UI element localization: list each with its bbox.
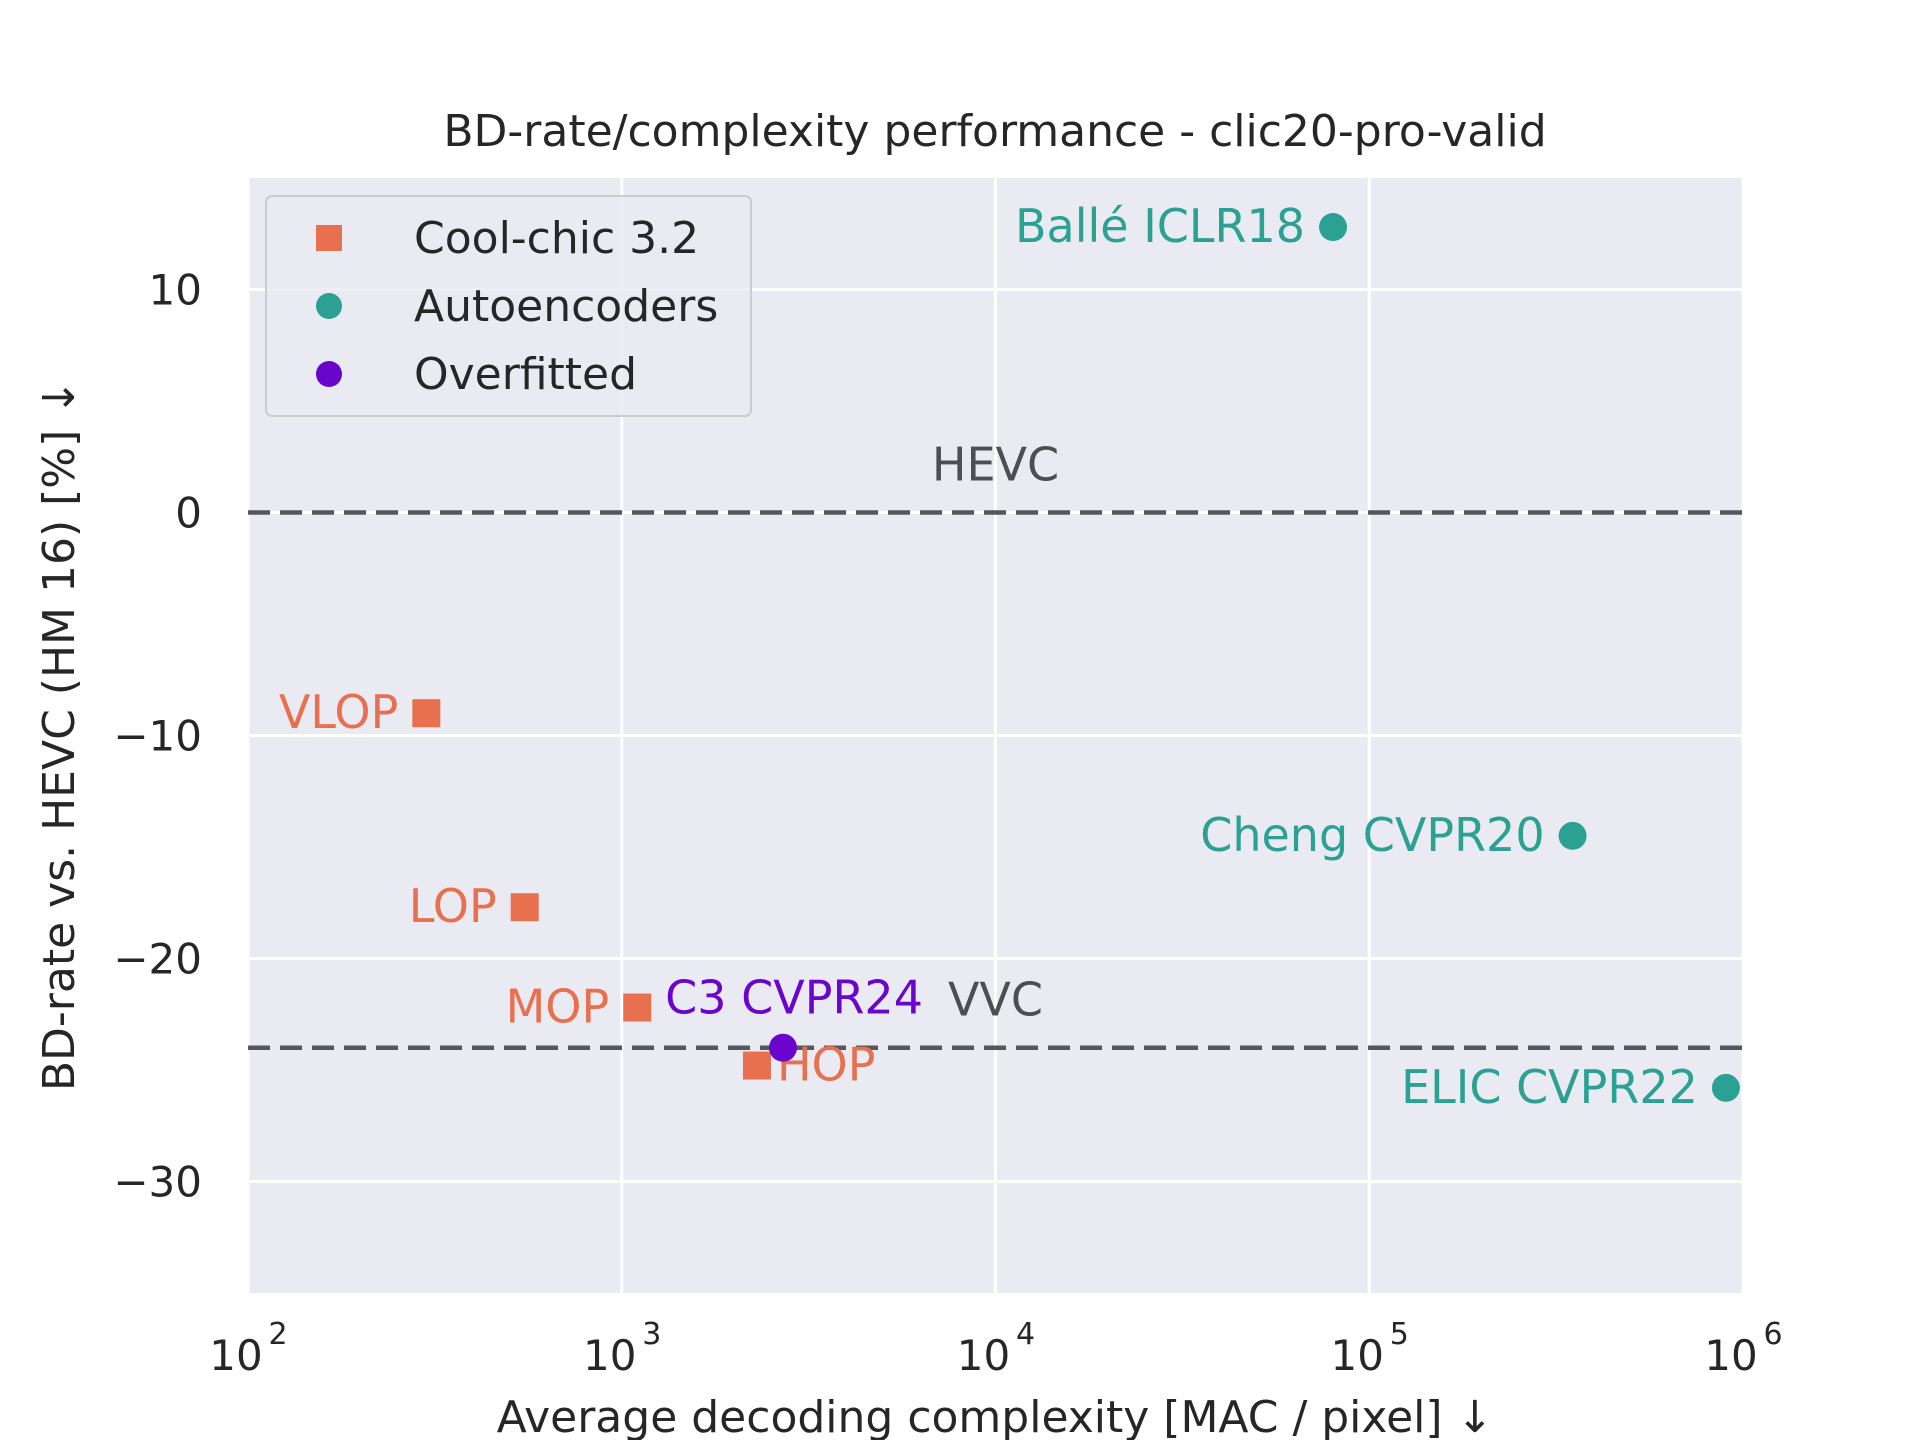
y-tick-label: −10 bbox=[113, 712, 202, 761]
y-tick-label: 0 bbox=[175, 489, 202, 538]
y-axis-ticks: 10 0 −10 −20 −30 bbox=[113, 266, 202, 1207]
ref-label-hevc: HEVC bbox=[932, 438, 1059, 492]
x-tick-exponent: 3 bbox=[642, 1317, 661, 1352]
legend-marker-cool-chic-3-2 bbox=[316, 225, 342, 251]
point-label-ball-iclr18: Ballé ICLR18 bbox=[1015, 199, 1305, 253]
x-tick-exponent: 2 bbox=[268, 1317, 287, 1352]
x-tick-exponent: 4 bbox=[1016, 1317, 1035, 1352]
x-tick-base: 10 bbox=[957, 1331, 1010, 1380]
point-elic-cvpr22 bbox=[1711, 1073, 1740, 1102]
legend-box bbox=[265, 195, 752, 417]
point-label-elic-cvpr22: ELIC CVPR22 bbox=[1401, 1060, 1698, 1114]
point-mop bbox=[623, 993, 652, 1022]
x-tick-base: 10 bbox=[1331, 1331, 1384, 1380]
x-tick-label: 10 6 bbox=[1704, 1317, 1782, 1380]
point-cheng-cvpr20 bbox=[1558, 821, 1587, 850]
x-tick-label: 10 3 bbox=[583, 1317, 661, 1380]
point-label-cheng-cvpr20: Cheng CVPR20 bbox=[1200, 808, 1544, 862]
point-ball-iclr18 bbox=[1319, 213, 1348, 242]
point-label-vlop: VLOP bbox=[279, 685, 398, 739]
point-label-c3-cvpr24: C3 CVPR24 bbox=[665, 971, 923, 1025]
x-tick-base: 10 bbox=[583, 1331, 636, 1380]
x-tick-label: 10 5 bbox=[1331, 1317, 1409, 1380]
x-tick-exponent: 5 bbox=[1390, 1317, 1409, 1352]
chart-title: BD-rate/complexity performance - clic20-… bbox=[443, 106, 1546, 157]
legend-marker-overfitted bbox=[316, 361, 342, 387]
ref-label-vvc: VVC bbox=[948, 973, 1043, 1027]
x-tick-base: 10 bbox=[209, 1331, 262, 1380]
y-axis-label: BD-rate vs. HEVC (HM 16) [%] ↓ bbox=[34, 379, 85, 1091]
legend-label-cool-chic-3-2: Cool-chic 3.2 bbox=[414, 213, 699, 264]
point-label-lop: LOP bbox=[409, 879, 497, 933]
x-tick-base: 10 bbox=[1704, 1331, 1757, 1380]
x-tick-label: 10 2 bbox=[209, 1317, 287, 1380]
point-label-mop: MOP bbox=[506, 980, 610, 1034]
y-tick-label: −20 bbox=[113, 935, 202, 984]
point-lop bbox=[510, 893, 539, 922]
reference-lines: HEVC VVC bbox=[248, 438, 1743, 1050]
x-axis-label: Average decoding complexity [MAC / pixel… bbox=[497, 1392, 1494, 1440]
point-hop bbox=[742, 1051, 771, 1080]
legend-label-autoencoders: Autoencoders bbox=[414, 281, 718, 332]
x-axis-ticks: 10 2 10 3 10 4 10 5 10 6 bbox=[209, 1317, 1782, 1380]
legend: Cool-chic 3.2 Autoencoders Overfitted bbox=[265, 195, 752, 417]
y-tick-label: 10 bbox=[149, 266, 202, 315]
point-vlop bbox=[412, 699, 441, 728]
point-c3-cvpr24 bbox=[768, 1033, 797, 1062]
x-tick-exponent: 6 bbox=[1763, 1317, 1782, 1352]
y-tick-label: −30 bbox=[113, 1158, 202, 1207]
legend-label-overfitted: Overfitted bbox=[414, 349, 637, 400]
grid-lines bbox=[246, 178, 1745, 1293]
x-tick-label: 10 4 bbox=[957, 1317, 1035, 1380]
legend-marker-autoencoders bbox=[316, 293, 342, 319]
